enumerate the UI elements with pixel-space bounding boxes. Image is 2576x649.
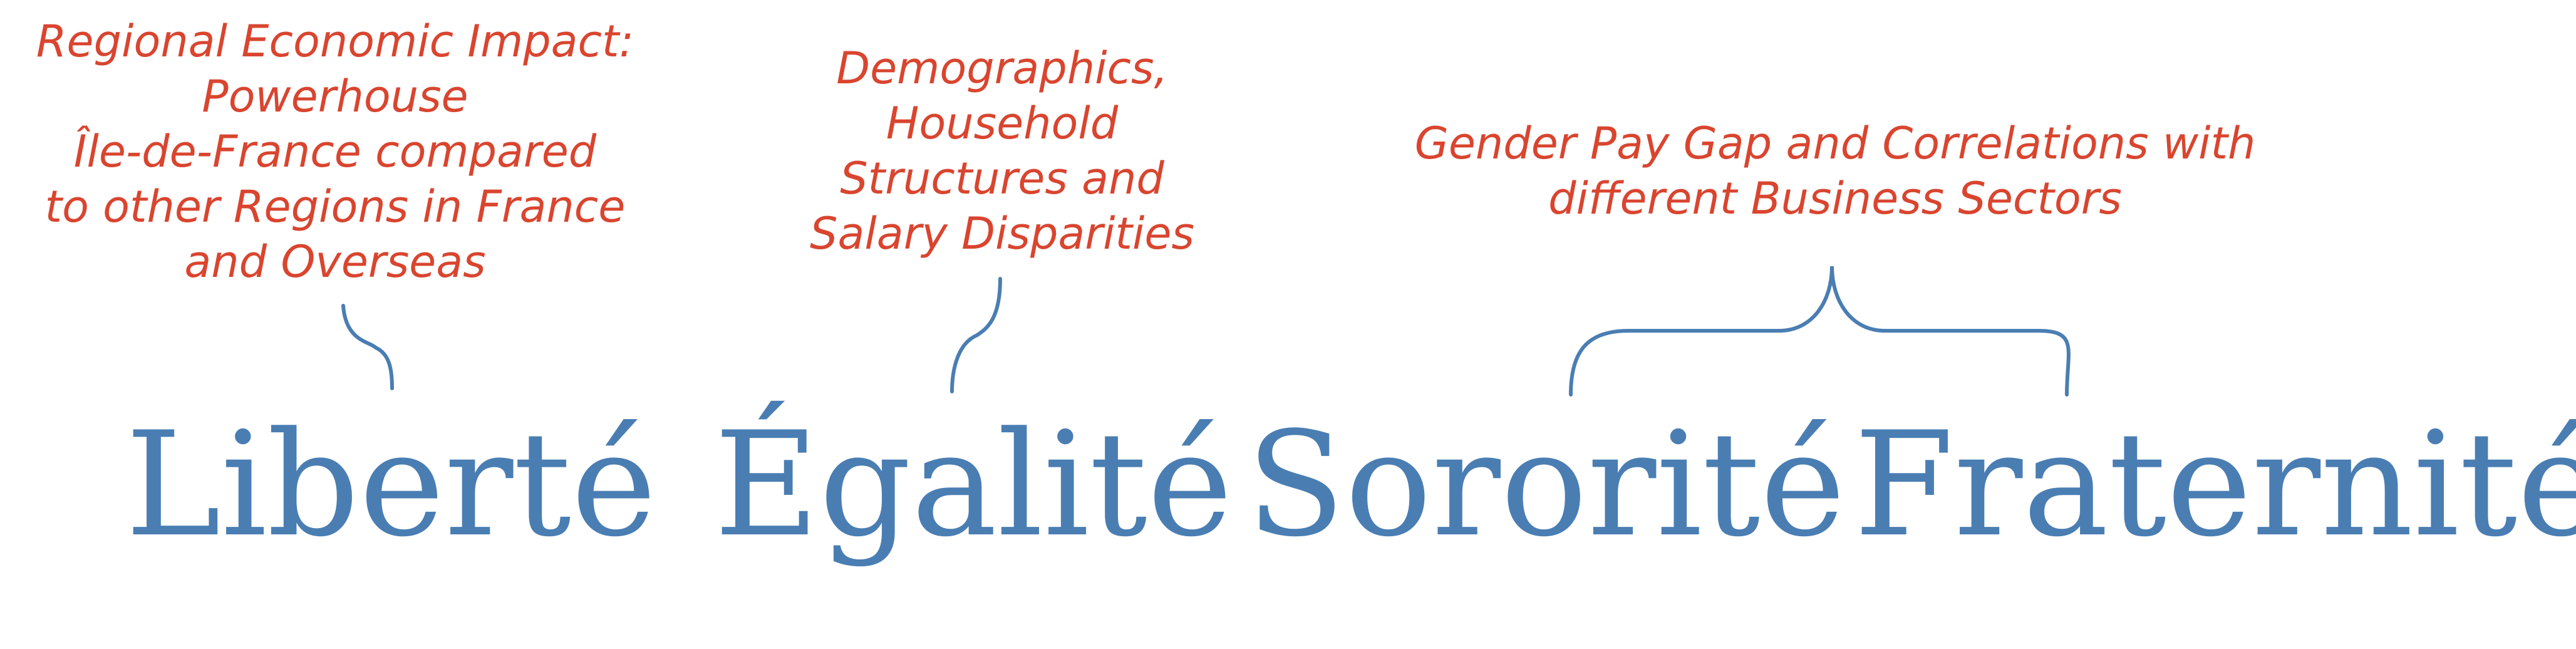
annotation-line: different Business Sectors xyxy=(1548,173,2122,224)
annotation-line: Powerhouse xyxy=(202,71,468,122)
annotation-line: Île-de-France compared xyxy=(73,126,597,177)
annotation-regional-economic-impact: Regional Economic Impact: Powerhouse Île… xyxy=(22,14,648,289)
annotation-line: Salary Disparities xyxy=(810,208,1194,259)
annotation-line: to other Regions in France xyxy=(44,181,626,232)
connector-curl-liberte xyxy=(341,304,394,390)
annotation-line: Regional Economic Impact: xyxy=(36,16,634,67)
word-fraternite: Fraternité xyxy=(1854,402,2576,569)
word-liberte: Liberté xyxy=(125,402,657,569)
annotation-demographics: Demographics, Household Structures and S… xyxy=(777,41,1228,261)
word-egalite: Égalité xyxy=(714,402,1233,569)
annotation-gender-pay-gap: Gender Pay Gap and Correlations with dif… xyxy=(1365,116,2305,226)
annotation-line: Structures and xyxy=(840,153,1164,204)
annotation-line: Gender Pay Gap and Correlations with xyxy=(1414,118,2256,169)
annotation-line: Household xyxy=(886,98,1119,149)
annotation-line: Demographics, xyxy=(836,43,1168,94)
word-sororite: Sororité xyxy=(1246,402,1846,569)
annotation-line: and Overseas xyxy=(184,236,486,288)
connector-brace-sororite-fraternite xyxy=(1569,266,2071,397)
connector-curl-egalite xyxy=(950,277,1002,393)
